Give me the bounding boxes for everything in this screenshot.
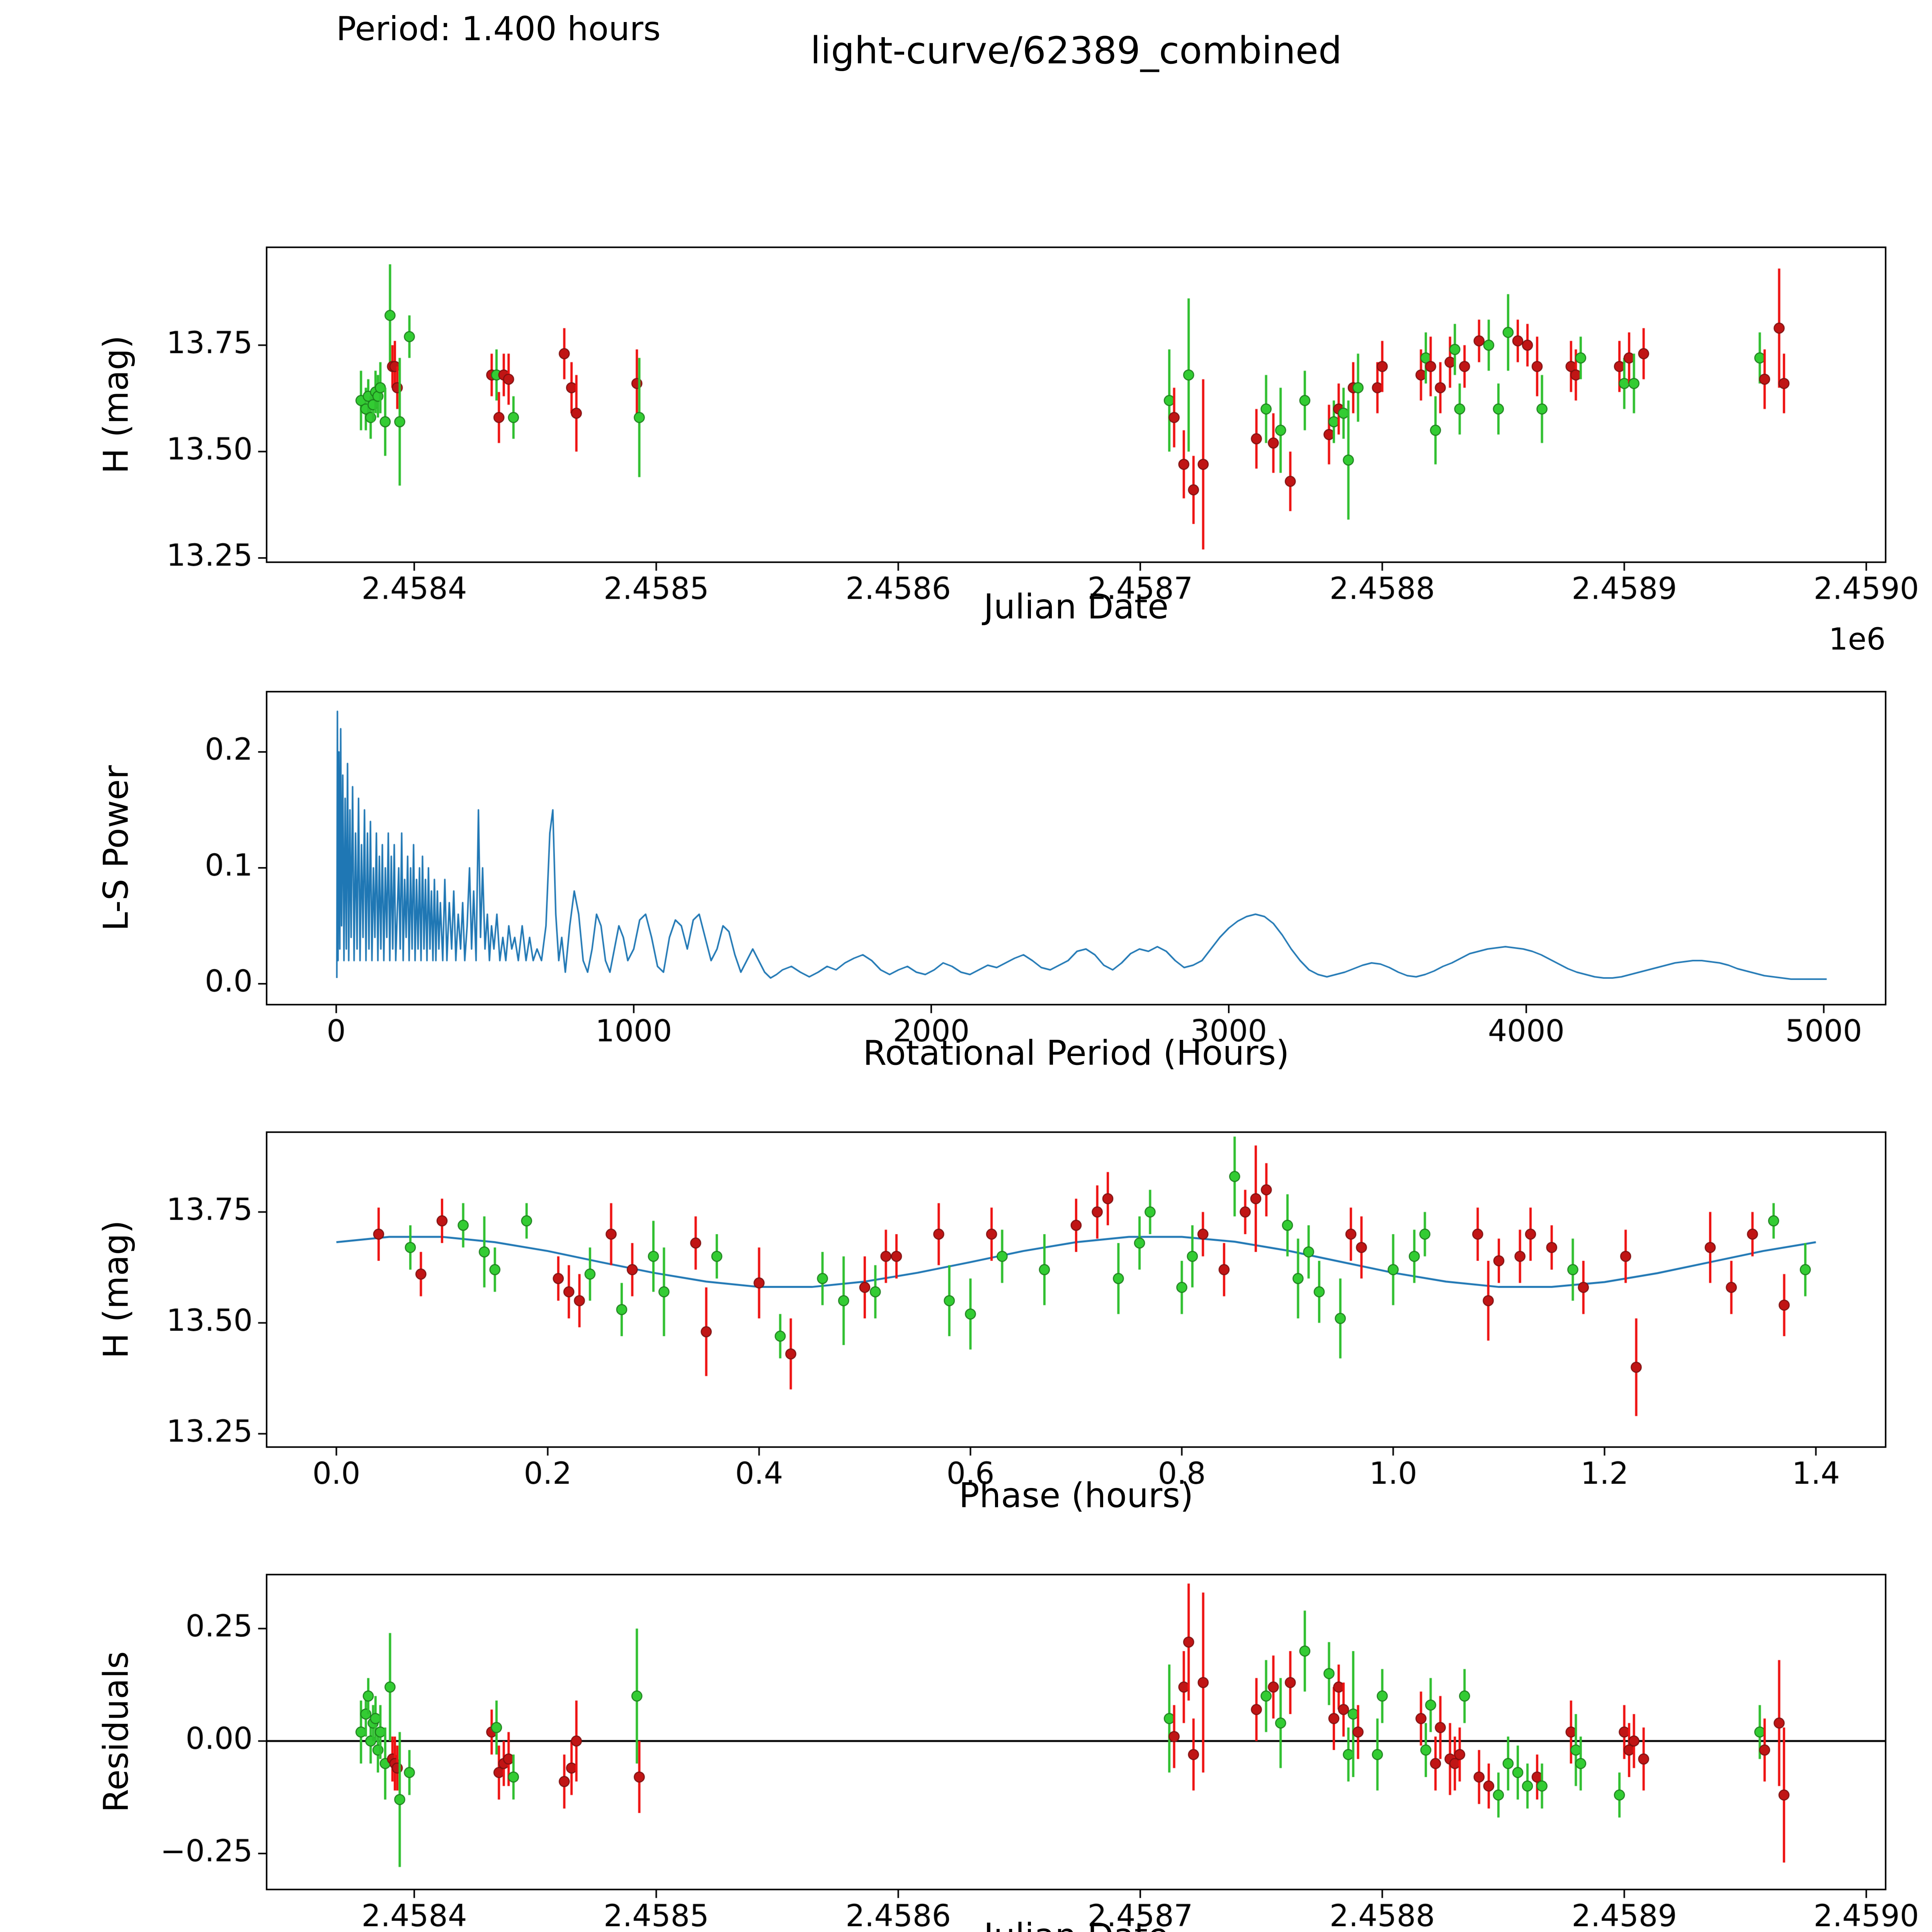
periodogram-ylabel: L-S Power bbox=[96, 765, 136, 931]
residuals-xlabel: Julian Date bbox=[984, 1916, 1169, 1932]
phase-ylabel: H (mag) bbox=[96, 1220, 136, 1359]
lightcurve-offset-label: 1e6 bbox=[1828, 622, 1886, 657]
lightcurve-xlabel: Julian Date bbox=[983, 587, 1169, 627]
periodogram-xlabel: Rotational Period (Hours) bbox=[863, 1033, 1289, 1073]
lightcurve-ylabel: H (mag) bbox=[96, 335, 136, 474]
residuals-ylabel: Residuals bbox=[96, 1651, 136, 1813]
phase-xlabel: Phase (hours) bbox=[959, 1475, 1194, 1515]
